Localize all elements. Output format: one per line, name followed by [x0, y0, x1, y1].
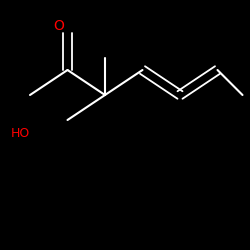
Text: O: O [53, 19, 64, 33]
Text: HO: HO [10, 127, 30, 140]
